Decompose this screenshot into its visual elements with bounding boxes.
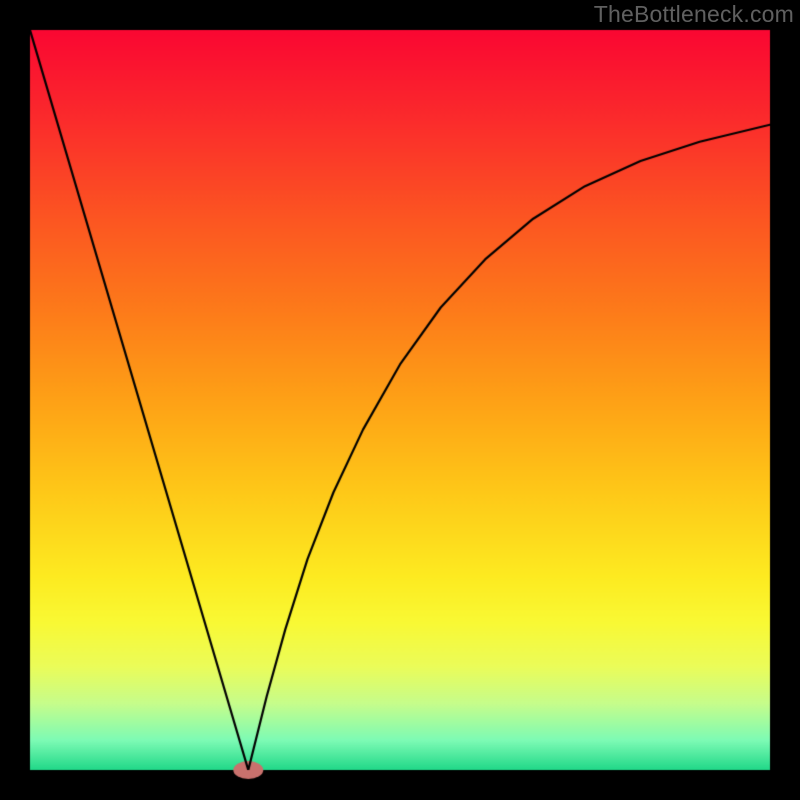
bottleneck-chart-canvas xyxy=(0,0,800,800)
chart-stage: TheBottleneck.com xyxy=(0,0,800,800)
watermark-text: TheBottleneck.com xyxy=(594,1,794,28)
